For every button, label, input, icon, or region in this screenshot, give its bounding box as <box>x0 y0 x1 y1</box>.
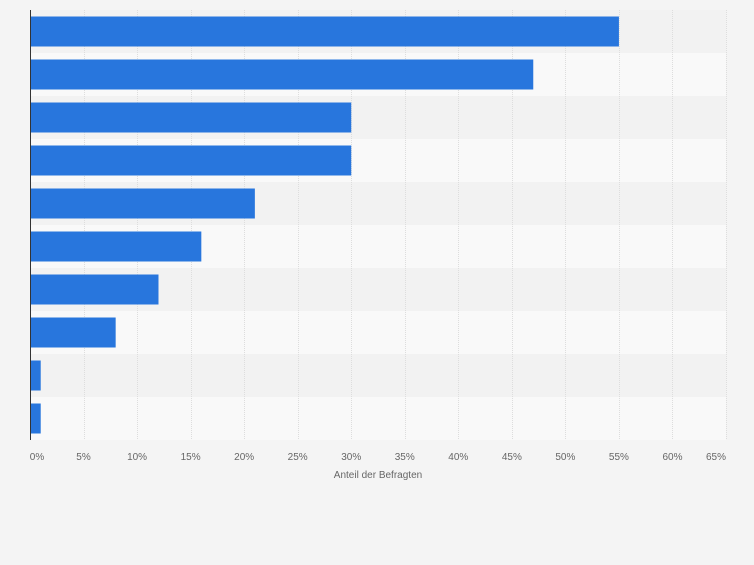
x-tick-label: 0% <box>30 452 45 463</box>
gridlines <box>84 10 727 440</box>
x-tick-label: 35% <box>395 452 415 463</box>
x-tick-label: 45% <box>502 452 522 463</box>
bar[interactable] <box>30 145 352 176</box>
bar[interactable] <box>30 16 619 47</box>
x-tick-label: 10% <box>127 452 147 463</box>
row-band <box>30 311 726 354</box>
bars <box>30 16 619 434</box>
x-tick-label: 55% <box>609 452 629 463</box>
bar[interactable] <box>30 317 116 348</box>
bar[interactable] <box>30 360 41 391</box>
bar[interactable] <box>30 59 534 90</box>
bar[interactable] <box>30 403 41 434</box>
bar[interactable] <box>30 231 202 262</box>
row-band <box>30 397 726 440</box>
bar[interactable] <box>30 188 255 219</box>
bar[interactable] <box>30 274 159 305</box>
x-tick-label: 60% <box>662 452 682 463</box>
x-axis-title: Anteil der Befragten <box>334 470 422 481</box>
row-band <box>30 354 726 397</box>
x-tick-label: 20% <box>234 452 254 463</box>
bar[interactable] <box>30 102 352 133</box>
x-tick-label: 25% <box>288 452 308 463</box>
x-tick-label: 50% <box>555 452 575 463</box>
x-tick-label: 40% <box>448 452 468 463</box>
x-tick-label: 30% <box>341 452 361 463</box>
x-tick-label: 15% <box>181 452 201 463</box>
x-axis-ticks: 0% 5% 10% 15% 20% 25% 30% 35% 40% 45% 50% 55% 60% 65% <box>30 452 726 463</box>
x-tick-label: 65% <box>706 452 726 463</box>
x-tick-label: 5% <box>76 452 91 463</box>
